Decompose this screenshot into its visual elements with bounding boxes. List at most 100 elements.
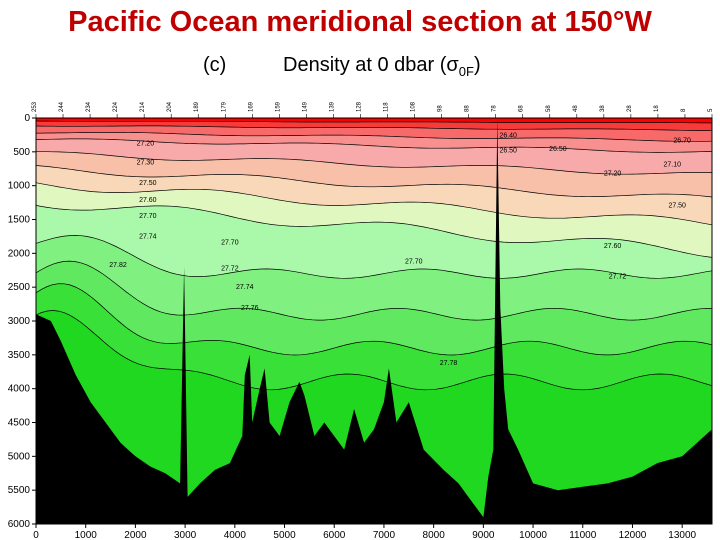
station-label: 214 (140, 101, 146, 112)
x-tick-label: 0 (33, 530, 39, 540)
density-contour-line (35, 260, 712, 321)
station-label: 58 (546, 105, 552, 112)
density-contours (35, 120, 713, 391)
station-label: 38 (600, 105, 606, 112)
density-band (36, 118, 712, 123)
y-tick-label: 500 (13, 147, 30, 158)
y-tick-label: 3000 (8, 316, 31, 327)
station-label: 244 (59, 101, 65, 112)
contour-label: 27.72 (609, 273, 627, 280)
x-axis: 0 1000 2000 3000 4000 5000 6000 7000 8000 9000 100… (33, 524, 697, 540)
contour-label: 26.40 (499, 133, 517, 140)
station-label: 118 (384, 102, 390, 112)
density-bands (36, 118, 712, 524)
contour-label: 27.70 (221, 240, 239, 247)
station-label: 98 (438, 105, 444, 112)
contour-labels: 27.20 27.30 27.50 27.60 27.70 27.74 27.70 27.72… (109, 133, 691, 367)
contour-label: 27.60 (604, 243, 622, 250)
station-label: 159 (275, 101, 281, 112)
y-tick-label: 5500 (8, 485, 31, 496)
contour-label: 27.74 (236, 284, 254, 291)
x-tick-label: 9000 (472, 530, 495, 540)
station-label: 128 (356, 101, 362, 112)
x-tick-label: 4000 (224, 530, 247, 540)
y-tick-label: 2000 (8, 248, 31, 259)
density-contour-line (36, 151, 713, 175)
x-tick-label: 5000 (273, 530, 296, 540)
station-label: 68 (519, 105, 525, 112)
bathymetry-seafloor (36, 118, 712, 524)
density-band (36, 182, 712, 258)
y-tick-label: 4500 (8, 418, 31, 429)
density-band (36, 310, 712, 524)
station-label: 139 (329, 101, 335, 112)
variable-text: Density at 0 dbar (σ (283, 54, 459, 76)
contour-label: 27.50 (668, 202, 686, 209)
variable-label: Density at 0 dbar (σ0F) (283, 54, 481, 79)
station-label: 253 (32, 101, 38, 112)
density-band (36, 125, 712, 142)
x-tick-label: 7000 (373, 530, 396, 540)
contour-label: 27.70 (139, 213, 157, 220)
density-band (36, 235, 712, 321)
station-label: 78 (492, 105, 498, 112)
station-label: 5 (708, 108, 714, 112)
station-label: 108 (411, 101, 417, 112)
density-contour-line (35, 205, 713, 258)
density-contour-line (35, 165, 713, 198)
x-tick-label: 1000 (75, 530, 98, 540)
density-band (36, 151, 712, 197)
x-tick-label: 3000 (174, 530, 197, 540)
contour-label: 27.82 (109, 262, 127, 269)
y-axis: 0 500 1000 1500 2000 2500 3000 3500 4000 4500 5000… (8, 113, 36, 530)
x-tick-label: 10000 (519, 530, 547, 540)
station-label: 204 (167, 101, 173, 112)
station-label: 8 (681, 108, 687, 112)
x-tick-label: 12000 (619, 530, 647, 540)
contour-label: 27.70 (405, 258, 423, 265)
x-tick-label: 8000 (423, 530, 446, 540)
density-band (36, 121, 712, 131)
y-tick-label: 5000 (8, 451, 31, 462)
station-label: 189 (194, 101, 200, 112)
y-tick-label: 4000 (8, 384, 31, 395)
contour-label: 26.50 (549, 146, 567, 153)
x-tick-label: 2000 (124, 530, 147, 540)
contour-label: 26.70 (673, 137, 691, 144)
density-band (36, 205, 712, 279)
density-contour-line (35, 283, 713, 356)
density-contour-line (35, 120, 713, 124)
station-label: 234 (86, 101, 92, 112)
density-contour-line (35, 125, 713, 132)
contour-label: 27.20 (137, 141, 155, 148)
y-tick-label: 1500 (8, 215, 31, 226)
density-contour-line (36, 131, 713, 142)
density-band (36, 283, 712, 390)
contour-label: 27.20 (604, 171, 622, 178)
contour-label: 27.60 (139, 197, 157, 204)
contour-label: 27.76 (241, 305, 259, 312)
x-tick-label: 13000 (668, 530, 696, 540)
contour-label: 27.74 (139, 233, 157, 240)
density-contour-line (35, 235, 713, 279)
y-tick-label: 1000 (8, 181, 31, 192)
station-label: 18 (654, 105, 660, 112)
x-tick-label: 6000 (323, 530, 346, 540)
station-label: 28 (627, 105, 633, 112)
contour-label: 26.50 (499, 148, 517, 155)
variable-close: ) (473, 54, 481, 76)
station-label: 149 (302, 101, 308, 112)
station-label: 224 (113, 101, 119, 112)
station-label: 169 (248, 101, 254, 112)
x-tick-label: 11000 (569, 530, 597, 540)
station-axis: 253 244 234 224 214 204 189 179 169 159 149 139 128 1… (32, 101, 714, 118)
contour-label: 27.30 (137, 160, 155, 167)
station-label: 179 (221, 101, 227, 112)
y-tick-label: 0 (24, 113, 30, 124)
contour-label: 27.10 (663, 162, 681, 169)
density-contour-line (35, 182, 713, 226)
contour-label: 27.78 (440, 360, 458, 367)
station-label: 48 (573, 105, 579, 112)
density-band (36, 165, 712, 225)
